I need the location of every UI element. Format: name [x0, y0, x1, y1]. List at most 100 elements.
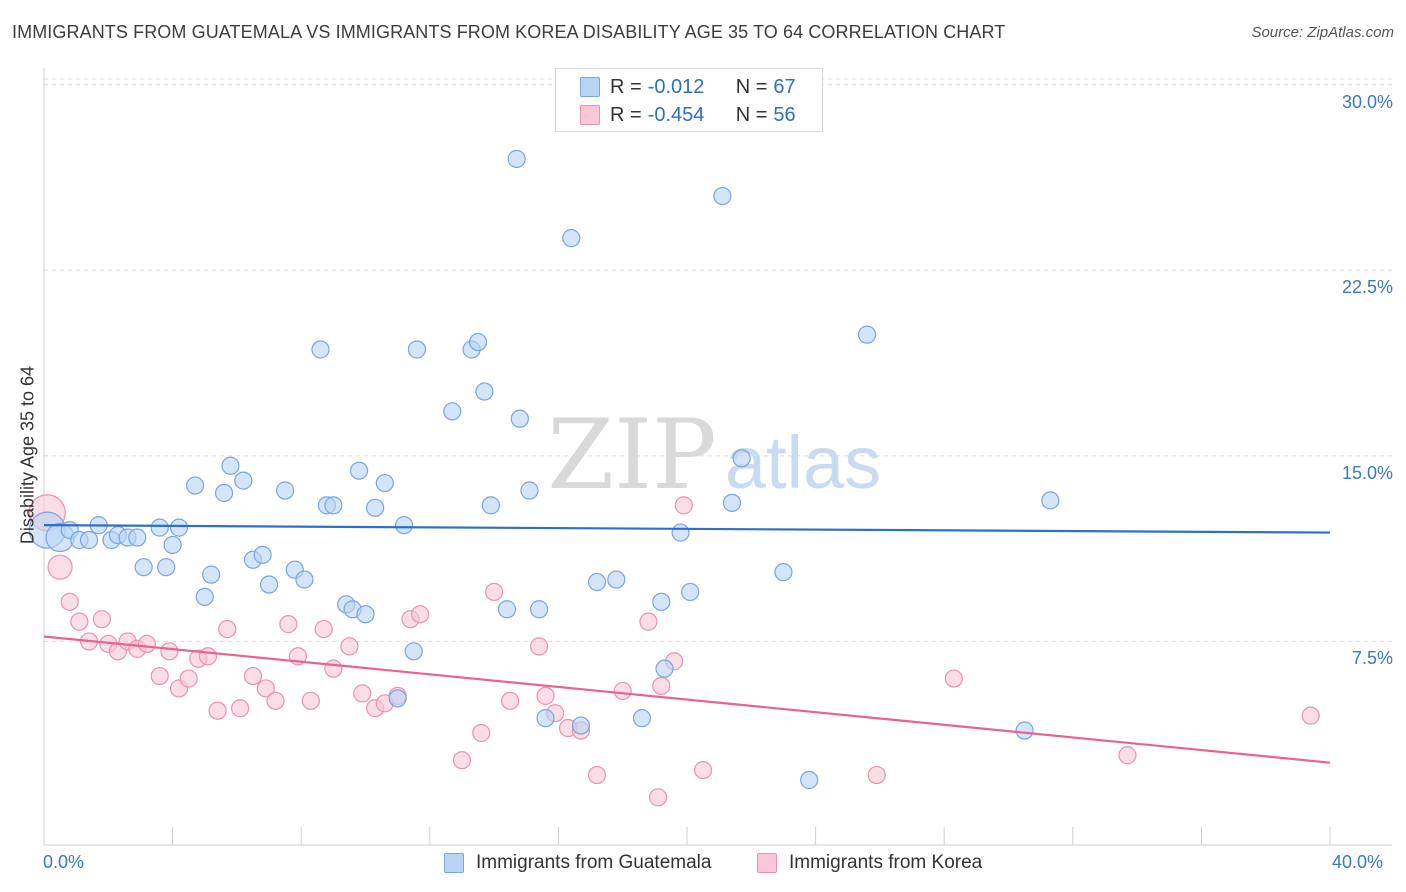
guatemala-point	[632, 709, 652, 728]
guatemala-point	[857, 325, 877, 344]
guatemala-point	[732, 449, 751, 468]
guatemala-point	[134, 558, 153, 577]
korea-point	[208, 701, 227, 720]
watermark: ZIP atlas	[547, 399, 881, 511]
korea-point	[536, 686, 555, 705]
guatemala-point	[253, 545, 272, 564]
korea-point	[301, 691, 320, 710]
guatemala-point	[681, 582, 700, 602]
guatemala-point	[163, 535, 182, 555]
legend-row-guatemala: R = -0.012 N = 67	[580, 75, 796, 99]
guatemala-point	[671, 523, 690, 542]
guatemala-point	[169, 518, 189, 537]
guatemala-point	[157, 558, 176, 577]
korea-point	[652, 676, 671, 696]
guatemala-point	[571, 716, 591, 735]
guatemala-point	[150, 518, 169, 537]
guatemala-point	[536, 709, 555, 728]
axes	[43, 68, 1392, 846]
korea-legend-swatch	[757, 853, 777, 873]
guatemala-point	[186, 476, 205, 495]
guatemala-point	[311, 340, 330, 359]
guatemala-point	[276, 481, 295, 500]
guatemala-point	[375, 473, 394, 493]
korea-trend-line	[43, 635, 1331, 764]
korea-legend-label: Immigrants from Korea	[789, 852, 983, 873]
y-tick-label: 15.0%	[1341, 462, 1393, 483]
chart-title: IMMIGRANTS FROM GUATEMALA VS IMMIGRANTS …	[12, 22, 1006, 42]
guatemala-point	[443, 402, 462, 421]
guatemala-point	[481, 496, 500, 515]
guatemala-point	[713, 186, 732, 206]
korea-point	[587, 765, 607, 785]
korea-point	[198, 647, 218, 666]
korea-r-value: -0.454	[647, 103, 705, 126]
korea-point	[160, 642, 179, 661]
korea-point	[1301, 706, 1320, 725]
guatemala-point	[349, 461, 369, 480]
korea-point	[92, 610, 111, 629]
korea-point	[452, 751, 472, 770]
y-tick-label: 30.0%	[1341, 91, 1393, 112]
guatemala-point	[800, 770, 819, 790]
korea-point	[867, 765, 886, 785]
korea-point	[648, 788, 668, 807]
korea-point	[266, 691, 285, 710]
guatemala-legend-swatch	[444, 853, 464, 873]
guatemala-trend-line	[43, 524, 1331, 534]
guatemala-legend-label: Immigrants from Guatemala	[476, 852, 712, 873]
korea-point	[501, 691, 520, 710]
guatemala-point	[655, 659, 674, 678]
n-label: N =	[735, 103, 768, 126]
korea-n-value: 56	[773, 103, 796, 126]
guatemala-point	[587, 572, 607, 592]
legend-row-korea: R = -0.454 N = 56	[580, 103, 796, 127]
r-label: R =	[610, 75, 642, 98]
korea-point	[1118, 746, 1137, 765]
guatemala-point	[79, 530, 99, 550]
y-tick-label: 22.5%	[1341, 277, 1393, 298]
guatemala-point	[652, 592, 671, 611]
bottom-legend-guatemala: Immigrants from Guatemala	[444, 852, 711, 874]
guatemala-point	[774, 563, 793, 582]
korea-point	[137, 634, 156, 654]
x-tick-max: 40.0%	[1332, 852, 1384, 872]
guatemala-r-value: -0.012	[647, 75, 705, 98]
korea-point	[47, 554, 73, 580]
korea-point	[472, 723, 491, 743]
korea-point	[231, 699, 250, 718]
guatemala-point	[1015, 721, 1034, 740]
guatemala-point	[356, 605, 375, 624]
guatemala-point	[259, 575, 279, 594]
guatemala-point	[562, 229, 581, 248]
guatemala-point	[510, 409, 529, 428]
guatemala-point	[295, 570, 314, 589]
korea-point	[314, 619, 333, 639]
y-axis-label: Disability Age 35 to 64	[17, 365, 38, 545]
trend-lines	[43, 524, 1331, 764]
bottom-legend-korea: Immigrants from Korea	[757, 852, 982, 874]
korea-point	[674, 496, 693, 515]
guatemala-point	[520, 481, 539, 500]
guatemala-point	[128, 528, 147, 547]
guatemala-point	[195, 587, 214, 607]
korea-point	[243, 666, 263, 686]
guatemala-n-value: 67	[773, 75, 796, 98]
korea-point	[256, 679, 275, 698]
korea-point	[411, 605, 430, 624]
r-label: R =	[610, 103, 642, 126]
guatemala-point	[607, 570, 626, 589]
guatemala-point	[214, 483, 234, 503]
korea-point	[340, 637, 359, 656]
guatemala-point	[234, 471, 253, 490]
korea-point	[944, 669, 963, 688]
guatemala-point	[404, 642, 423, 661]
guatemala-point	[468, 332, 488, 352]
guatemala-point	[507, 149, 526, 169]
n-label: N =	[735, 75, 768, 98]
x-tick-min: 0.0%	[43, 852, 85, 872]
guatemala-point	[530, 600, 549, 619]
korea-point	[613, 681, 632, 701]
series-korea	[28, 494, 1320, 807]
